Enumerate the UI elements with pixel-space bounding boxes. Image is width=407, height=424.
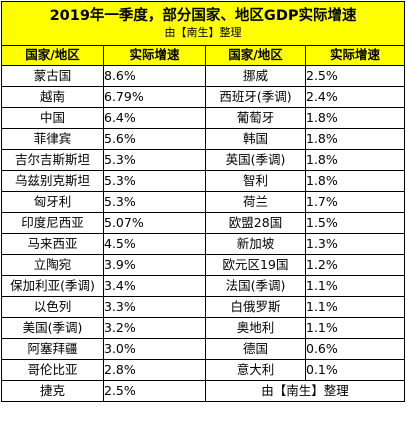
left-growth-cell: 2.8% bbox=[103, 359, 206, 381]
right-country-cell: 法国(季调) bbox=[205, 275, 306, 297]
left-growth-cell: 5.3% bbox=[103, 170, 206, 192]
right-country-cell: 德国 bbox=[205, 338, 306, 360]
right-growth-cell: 1.3% bbox=[304, 233, 406, 255]
left-growth-cell: 5.6% bbox=[103, 128, 206, 150]
left-growth-cell: 3.3% bbox=[103, 296, 206, 318]
left-country-cell: 立陶宛 bbox=[1, 254, 104, 276]
right-country-cell: 新加坡 bbox=[205, 233, 306, 255]
left-country-cell: 印度尼西亚 bbox=[1, 212, 104, 234]
left-growth-cell: 3.9% bbox=[103, 254, 206, 276]
title-row: 2019年一季度，部分国家、地区GDP实际增速 由【南生】整理 bbox=[0, 1, 406, 46]
left-country-cell: 美国(季调) bbox=[1, 317, 104, 339]
right-country-cell: 智利 bbox=[205, 170, 306, 192]
left-growth-cell: 3.0% bbox=[103, 338, 206, 360]
left-country-cell: 蒙古国 bbox=[1, 65, 104, 87]
right-country-cell: 葡萄牙 bbox=[205, 107, 306, 129]
left-country-cell: 马来西亚 bbox=[1, 233, 104, 255]
right-growth-cell: 2.5% bbox=[304, 65, 406, 87]
left-growth-cell: 5.07% bbox=[103, 212, 206, 234]
header-growth-left: 实际增速 bbox=[103, 45, 206, 66]
right-growth-cell: 1.2% bbox=[304, 254, 406, 276]
table-row: 吉尔吉斯斯坦 5.3% 英国(季调) 1.8% bbox=[1, 149, 406, 171]
gdp-table: 2019年一季度，部分国家、地区GDP实际增速 由【南生】整理 国家/地区 实际… bbox=[0, 1, 406, 402]
left-country-cell: 阿塞拜疆 bbox=[1, 338, 104, 360]
left-growth-cell: 6.79% bbox=[103, 86, 206, 108]
right-growth-cell: 1.8% bbox=[304, 170, 406, 192]
table-row: 马来西亚 4.5% 新加坡 1.3% bbox=[1, 233, 406, 255]
left-country-cell: 中国 bbox=[1, 107, 104, 129]
table-row: 立陶宛 3.9% 欧元区19国 1.2% bbox=[1, 254, 406, 276]
right-country-cell: 韩国 bbox=[205, 128, 306, 150]
table-row: 越南 6.79% 西班牙(季调) 2.4% bbox=[1, 86, 406, 108]
right-growth-cell: 0.1% bbox=[304, 359, 406, 381]
left-country-cell: 吉尔吉斯斯坦 bbox=[1, 149, 104, 171]
header-country-right: 国家/地区 bbox=[205, 45, 306, 66]
right-country-cell: 欧盟28国 bbox=[205, 212, 306, 234]
header-country-left: 国家/地区 bbox=[1, 45, 104, 66]
right-country-cell: 意大利 bbox=[205, 359, 306, 381]
right-growth-cell: 1.8% bbox=[304, 128, 406, 150]
right-country-cell: 挪威 bbox=[205, 65, 306, 87]
right-country-cell: 白俄罗斯 bbox=[205, 296, 306, 318]
table-title: 2019年一季度，部分国家、地区GDP实际增速 bbox=[49, 7, 357, 24]
right-growth-cell: 0.6% bbox=[304, 338, 406, 360]
left-country-cell: 保加利亚(季调) bbox=[1, 275, 104, 297]
left-country-cell: 匈牙利 bbox=[1, 191, 104, 213]
footer-credit: 由【南生】整理 bbox=[204, 380, 406, 402]
table-row: 蒙古国 8.6% 挪威 2.5% bbox=[1, 65, 406, 87]
table-row: 乌兹别克斯坦 5.3% 智利 1.8% bbox=[1, 170, 406, 192]
left-growth-cell: 5.3% bbox=[103, 191, 206, 213]
right-growth-cell: 1.8% bbox=[304, 107, 406, 129]
left-growth-cell: 3.4% bbox=[103, 275, 206, 297]
left-growth-cell: 4.5% bbox=[103, 233, 206, 255]
table-row: 菲律宾 5.6% 韩国 1.8% bbox=[1, 128, 406, 150]
left-country-cell: 以色列 bbox=[1, 296, 104, 318]
left-growth-cell: 5.3% bbox=[103, 149, 206, 171]
table-row: 匈牙利 5.3% 荷兰 1.7% bbox=[1, 191, 406, 213]
right-country-cell: 奥地利 bbox=[205, 317, 306, 339]
left-growth-cell: 8.6% bbox=[103, 65, 206, 87]
right-growth-cell: 2.4% bbox=[304, 86, 406, 108]
left-country-cell: 越南 bbox=[1, 86, 104, 108]
header-row: 国家/地区 实际增速 国家/地区 实际增速 bbox=[1, 45, 406, 66]
table-row: 阿塞拜疆 3.0% 德国 0.6% bbox=[1, 338, 406, 360]
table-row: 印度尼西亚 5.07% 欧盟28国 1.5% bbox=[1, 212, 406, 234]
right-growth-cell: 1.1% bbox=[304, 275, 406, 297]
left-growth-cell: 2.5% bbox=[103, 380, 206, 402]
right-country-cell: 英国(季调) bbox=[205, 149, 306, 171]
right-country-cell: 荷兰 bbox=[205, 191, 306, 213]
title-cell: 2019年一季度，部分国家、地区GDP实际增速 由【南生】整理 bbox=[0, 1, 406, 46]
left-country-cell: 哥伦比亚 bbox=[1, 359, 104, 381]
right-growth-cell: 1.8% bbox=[304, 149, 406, 171]
right-growth-cell: 1.1% bbox=[304, 296, 406, 318]
table-row: 中国 6.4% 葡萄牙 1.8% bbox=[1, 107, 406, 129]
right-growth-cell: 1.5% bbox=[304, 212, 406, 234]
table-row: 保加利亚(季调) 3.4% 法国(季调) 1.1% bbox=[1, 275, 406, 297]
header-growth-right: 实际增速 bbox=[304, 45, 406, 66]
left-country-cell: 菲律宾 bbox=[1, 128, 104, 150]
left-country-cell: 乌兹别克斯坦 bbox=[1, 170, 104, 192]
left-growth-cell: 3.2% bbox=[103, 317, 206, 339]
table-subtitle: 由【南生】整理 bbox=[164, 26, 242, 40]
right-country-cell: 西班牙(季调) bbox=[205, 86, 306, 108]
right-growth-cell: 1.1% bbox=[304, 317, 406, 339]
right-growth-cell: 1.7% bbox=[304, 191, 406, 213]
table-row: 以色列 3.3% 白俄罗斯 1.1% bbox=[1, 296, 406, 318]
right-country-cell: 欧元区19国 bbox=[205, 254, 306, 276]
left-country-cell: 捷克 bbox=[1, 380, 104, 402]
table-row: 哥伦比亚 2.8% 意大利 0.1% bbox=[1, 359, 406, 381]
left-growth-cell: 6.4% bbox=[103, 107, 206, 129]
table-row: 美国(季调) 3.2% 奥地利 1.1% bbox=[1, 317, 406, 339]
table-row: 捷克 2.5% 由【南生】整理 bbox=[1, 380, 406, 402]
